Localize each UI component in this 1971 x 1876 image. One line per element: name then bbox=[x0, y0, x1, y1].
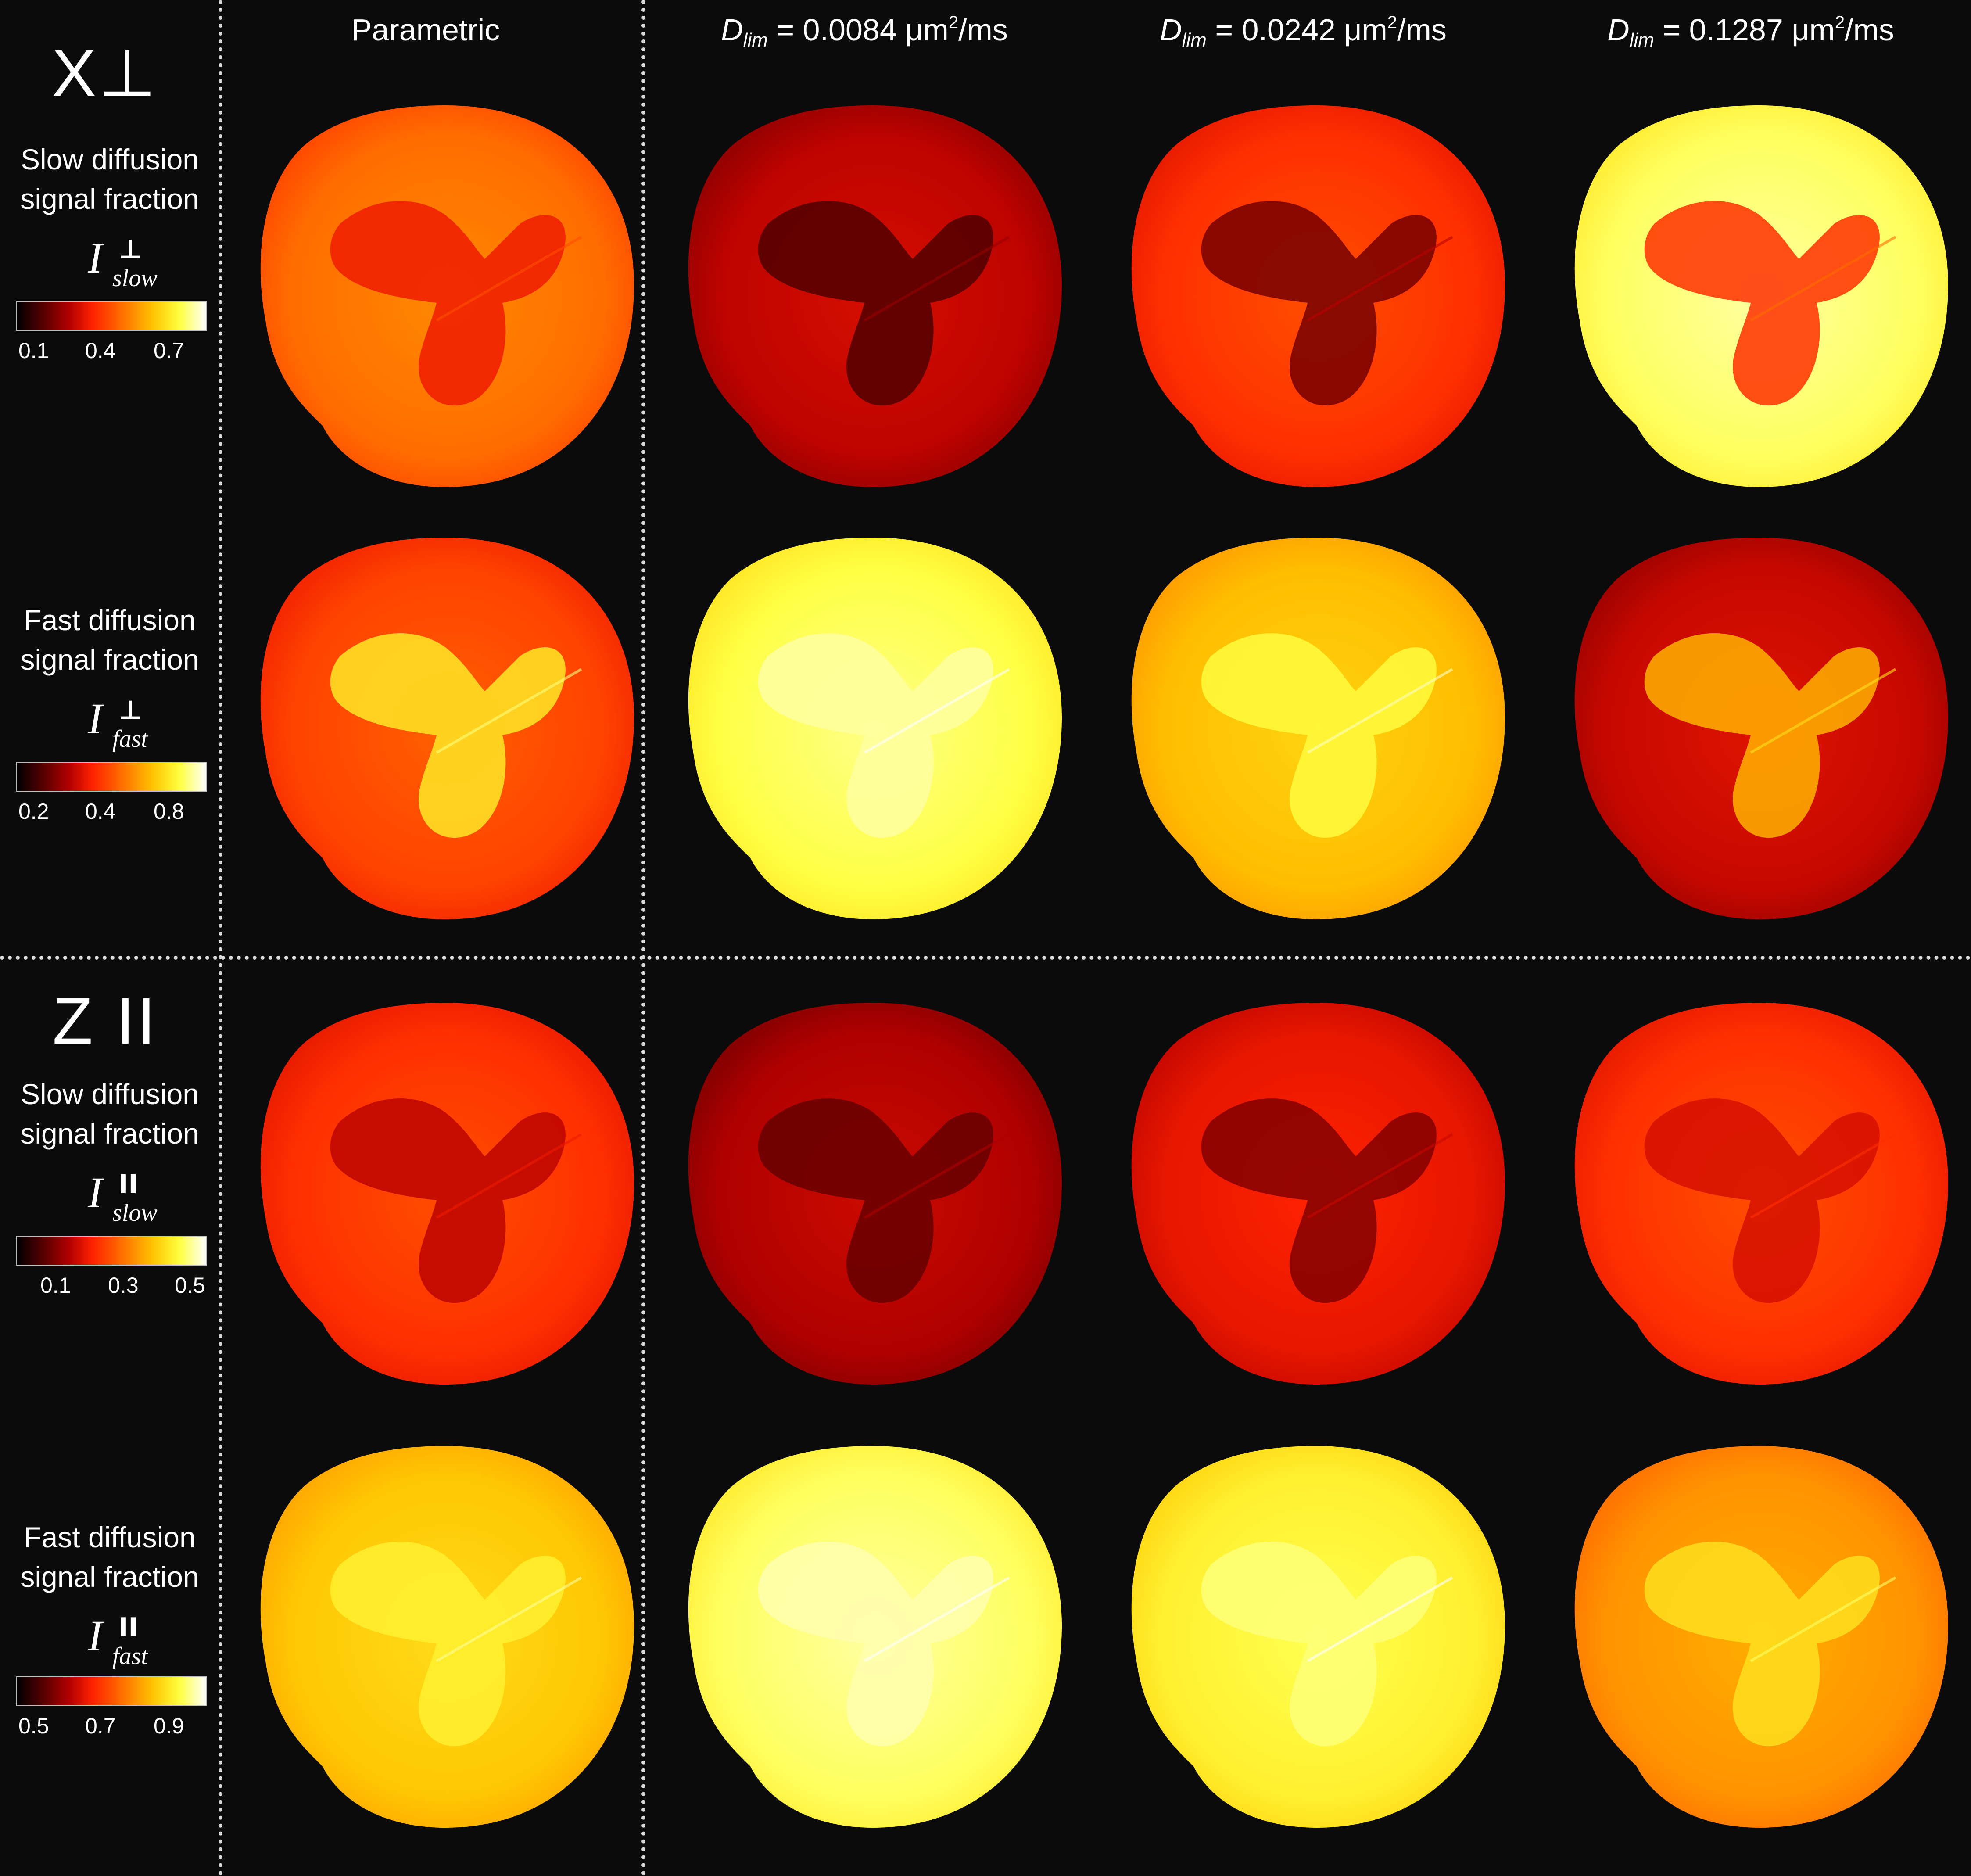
heatmap-svg bbox=[1131, 105, 1505, 487]
heatmap-image bbox=[1110, 990, 1523, 1398]
heatmap-image bbox=[239, 990, 652, 1398]
inner-region bbox=[330, 201, 566, 406]
heatmap-svg bbox=[1131, 1446, 1505, 1828]
streak-artifact bbox=[1307, 1576, 1453, 1662]
column-divider-right bbox=[641, 0, 645, 1876]
heatmap-svg bbox=[1574, 105, 1948, 487]
heatmap-image bbox=[239, 524, 652, 933]
inner-region bbox=[1201, 201, 1437, 406]
symbol-i-slow-perp: I ⊥ slow bbox=[88, 233, 158, 292]
streak-artifact bbox=[864, 236, 1010, 322]
heatmap-svg bbox=[1131, 1003, 1505, 1385]
streak-artifact bbox=[864, 668, 1010, 754]
heatmap-svg bbox=[688, 105, 1062, 487]
row-label: Fast diffusion signal fraction bbox=[20, 604, 199, 676]
column-header-text: Parametric bbox=[351, 13, 500, 47]
heatmap-image bbox=[667, 1433, 1079, 1841]
colorbar-tick-label: 0.5 bbox=[18, 1714, 49, 1738]
heatmap-image bbox=[667, 990, 1079, 1398]
streak-artifact bbox=[1750, 668, 1896, 754]
heatmap-svg bbox=[1574, 538, 1948, 919]
heatmap-svg bbox=[688, 538, 1062, 919]
streak-artifact bbox=[436, 1576, 582, 1662]
colorbar bbox=[16, 762, 207, 792]
heatmap-image bbox=[1553, 1433, 1966, 1841]
streak-artifact bbox=[864, 1133, 1010, 1219]
heatmap-svg bbox=[1574, 1003, 1948, 1385]
colorbar bbox=[16, 301, 207, 331]
heatmap-image bbox=[1110, 524, 1523, 933]
heatmap-svg bbox=[1131, 538, 1505, 919]
inner-region bbox=[1644, 1541, 1880, 1747]
heatmap-image bbox=[667, 524, 1079, 933]
streak-artifact bbox=[1307, 1133, 1453, 1219]
inner-region bbox=[758, 1098, 993, 1303]
column-header-dlim-3: Dlim = 0.1287 μm2/ms bbox=[1607, 13, 1894, 51]
inner-region bbox=[330, 633, 566, 838]
row-label: Fast diffusion signal fraction bbox=[20, 1521, 199, 1593]
streak-artifact bbox=[1307, 236, 1453, 322]
inner-region bbox=[1201, 1541, 1437, 1747]
heatmap-image bbox=[1553, 524, 1966, 933]
colorbar-tick-label: 0.1 bbox=[18, 338, 49, 363]
inner-region bbox=[758, 1541, 993, 1747]
colorbar bbox=[16, 1236, 207, 1266]
heatmap-svg bbox=[688, 1003, 1062, 1385]
heatmap-svg bbox=[260, 105, 634, 487]
symbol-i-fast-perp: I ⊥ fast bbox=[88, 694, 148, 753]
colorbar-tick-label: 0.4 bbox=[85, 799, 116, 824]
heatmap-svg bbox=[260, 1446, 634, 1828]
section-title-z-par: Z II bbox=[52, 984, 158, 1058]
inner-region bbox=[330, 1541, 566, 1747]
inner-region bbox=[330, 1098, 566, 1303]
heatmap-image bbox=[239, 1433, 652, 1841]
streak-artifact bbox=[1307, 668, 1453, 754]
symbol-i-fast-par: I II fast bbox=[88, 1611, 148, 1670]
colorbar-tick-label: 0.7 bbox=[85, 1714, 116, 1738]
streak-artifact bbox=[1750, 1133, 1896, 1219]
streak-artifact bbox=[436, 668, 582, 754]
column-header-dlim-1: Dlim = 0.0084 μm2/ms bbox=[721, 13, 1008, 51]
colorbar-tick-label: 0.1 bbox=[40, 1273, 71, 1298]
column-header-dlim-2: Dlim = 0.0242 μm2/ms bbox=[1160, 13, 1447, 51]
section-divider bbox=[0, 956, 1971, 960]
inner-region bbox=[758, 201, 993, 406]
streak-artifact bbox=[864, 1576, 1010, 1662]
streak-artifact bbox=[1750, 236, 1896, 322]
symbol-i-slow-par: I II slow bbox=[88, 1168, 158, 1227]
heatmap-image bbox=[239, 92, 652, 500]
streak-artifact bbox=[1750, 1576, 1896, 1662]
column-header-parametric: Parametric bbox=[246, 12, 606, 52]
heatmap-image bbox=[667, 92, 1079, 500]
heatmap-svg bbox=[1574, 1446, 1948, 1828]
column-divider-left bbox=[219, 0, 222, 1876]
heatmap-svg bbox=[260, 538, 634, 919]
colorbar-tick-label: 0.9 bbox=[154, 1714, 184, 1738]
colorbar-tick-label: 0.3 bbox=[108, 1273, 139, 1298]
colorbar-tick-label: 0.8 bbox=[154, 799, 184, 824]
colorbar bbox=[16, 1676, 207, 1706]
heatmap-svg bbox=[260, 1003, 634, 1385]
row-label: Slow diffusion signal fraction bbox=[20, 1078, 199, 1150]
inner-region bbox=[1644, 1098, 1880, 1303]
inner-region bbox=[1201, 1098, 1437, 1303]
inner-region bbox=[758, 633, 993, 838]
inner-region bbox=[1644, 633, 1880, 838]
heatmap-image bbox=[1110, 1433, 1523, 1841]
colorbar-tick-label: 0.5 bbox=[175, 1273, 205, 1298]
heatmap-image bbox=[1553, 92, 1966, 500]
streak-artifact bbox=[436, 236, 582, 322]
streak-artifact bbox=[436, 1133, 582, 1219]
colorbar-tick-label: 0.4 bbox=[85, 338, 116, 363]
row-label: Slow diffusion signal fraction bbox=[20, 143, 199, 215]
inner-region bbox=[1644, 201, 1880, 406]
section-title-x-perp: X⊥ bbox=[52, 36, 159, 110]
colorbar-tick-label: 0.2 bbox=[18, 799, 49, 824]
heatmap-svg bbox=[688, 1446, 1062, 1828]
heatmap-image bbox=[1553, 990, 1966, 1398]
heatmap-image bbox=[1110, 92, 1523, 500]
inner-region bbox=[1201, 633, 1437, 838]
colorbar-tick-label: 0.7 bbox=[154, 338, 184, 363]
